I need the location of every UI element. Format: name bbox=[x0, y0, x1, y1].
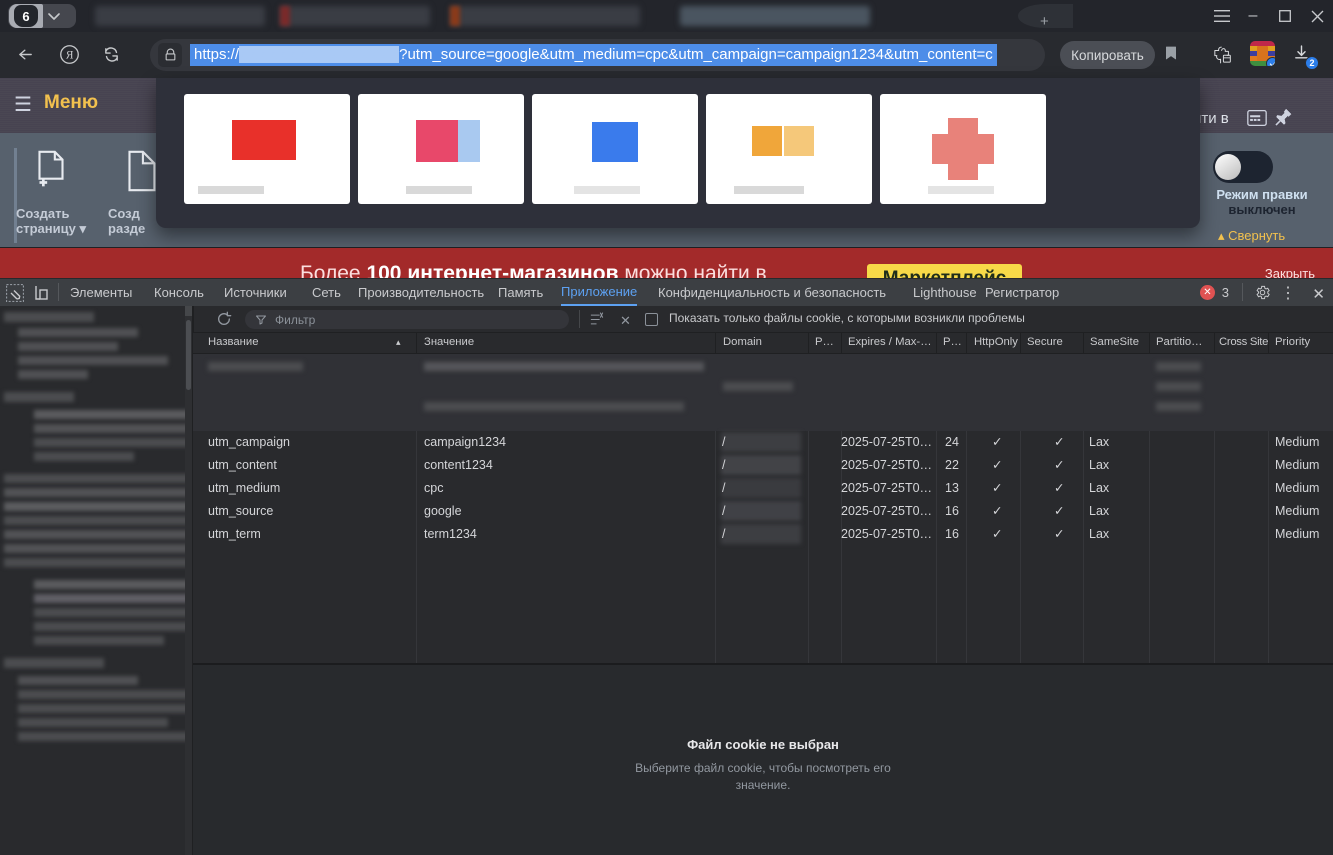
svg-text:Я: Я bbox=[66, 50, 74, 62]
